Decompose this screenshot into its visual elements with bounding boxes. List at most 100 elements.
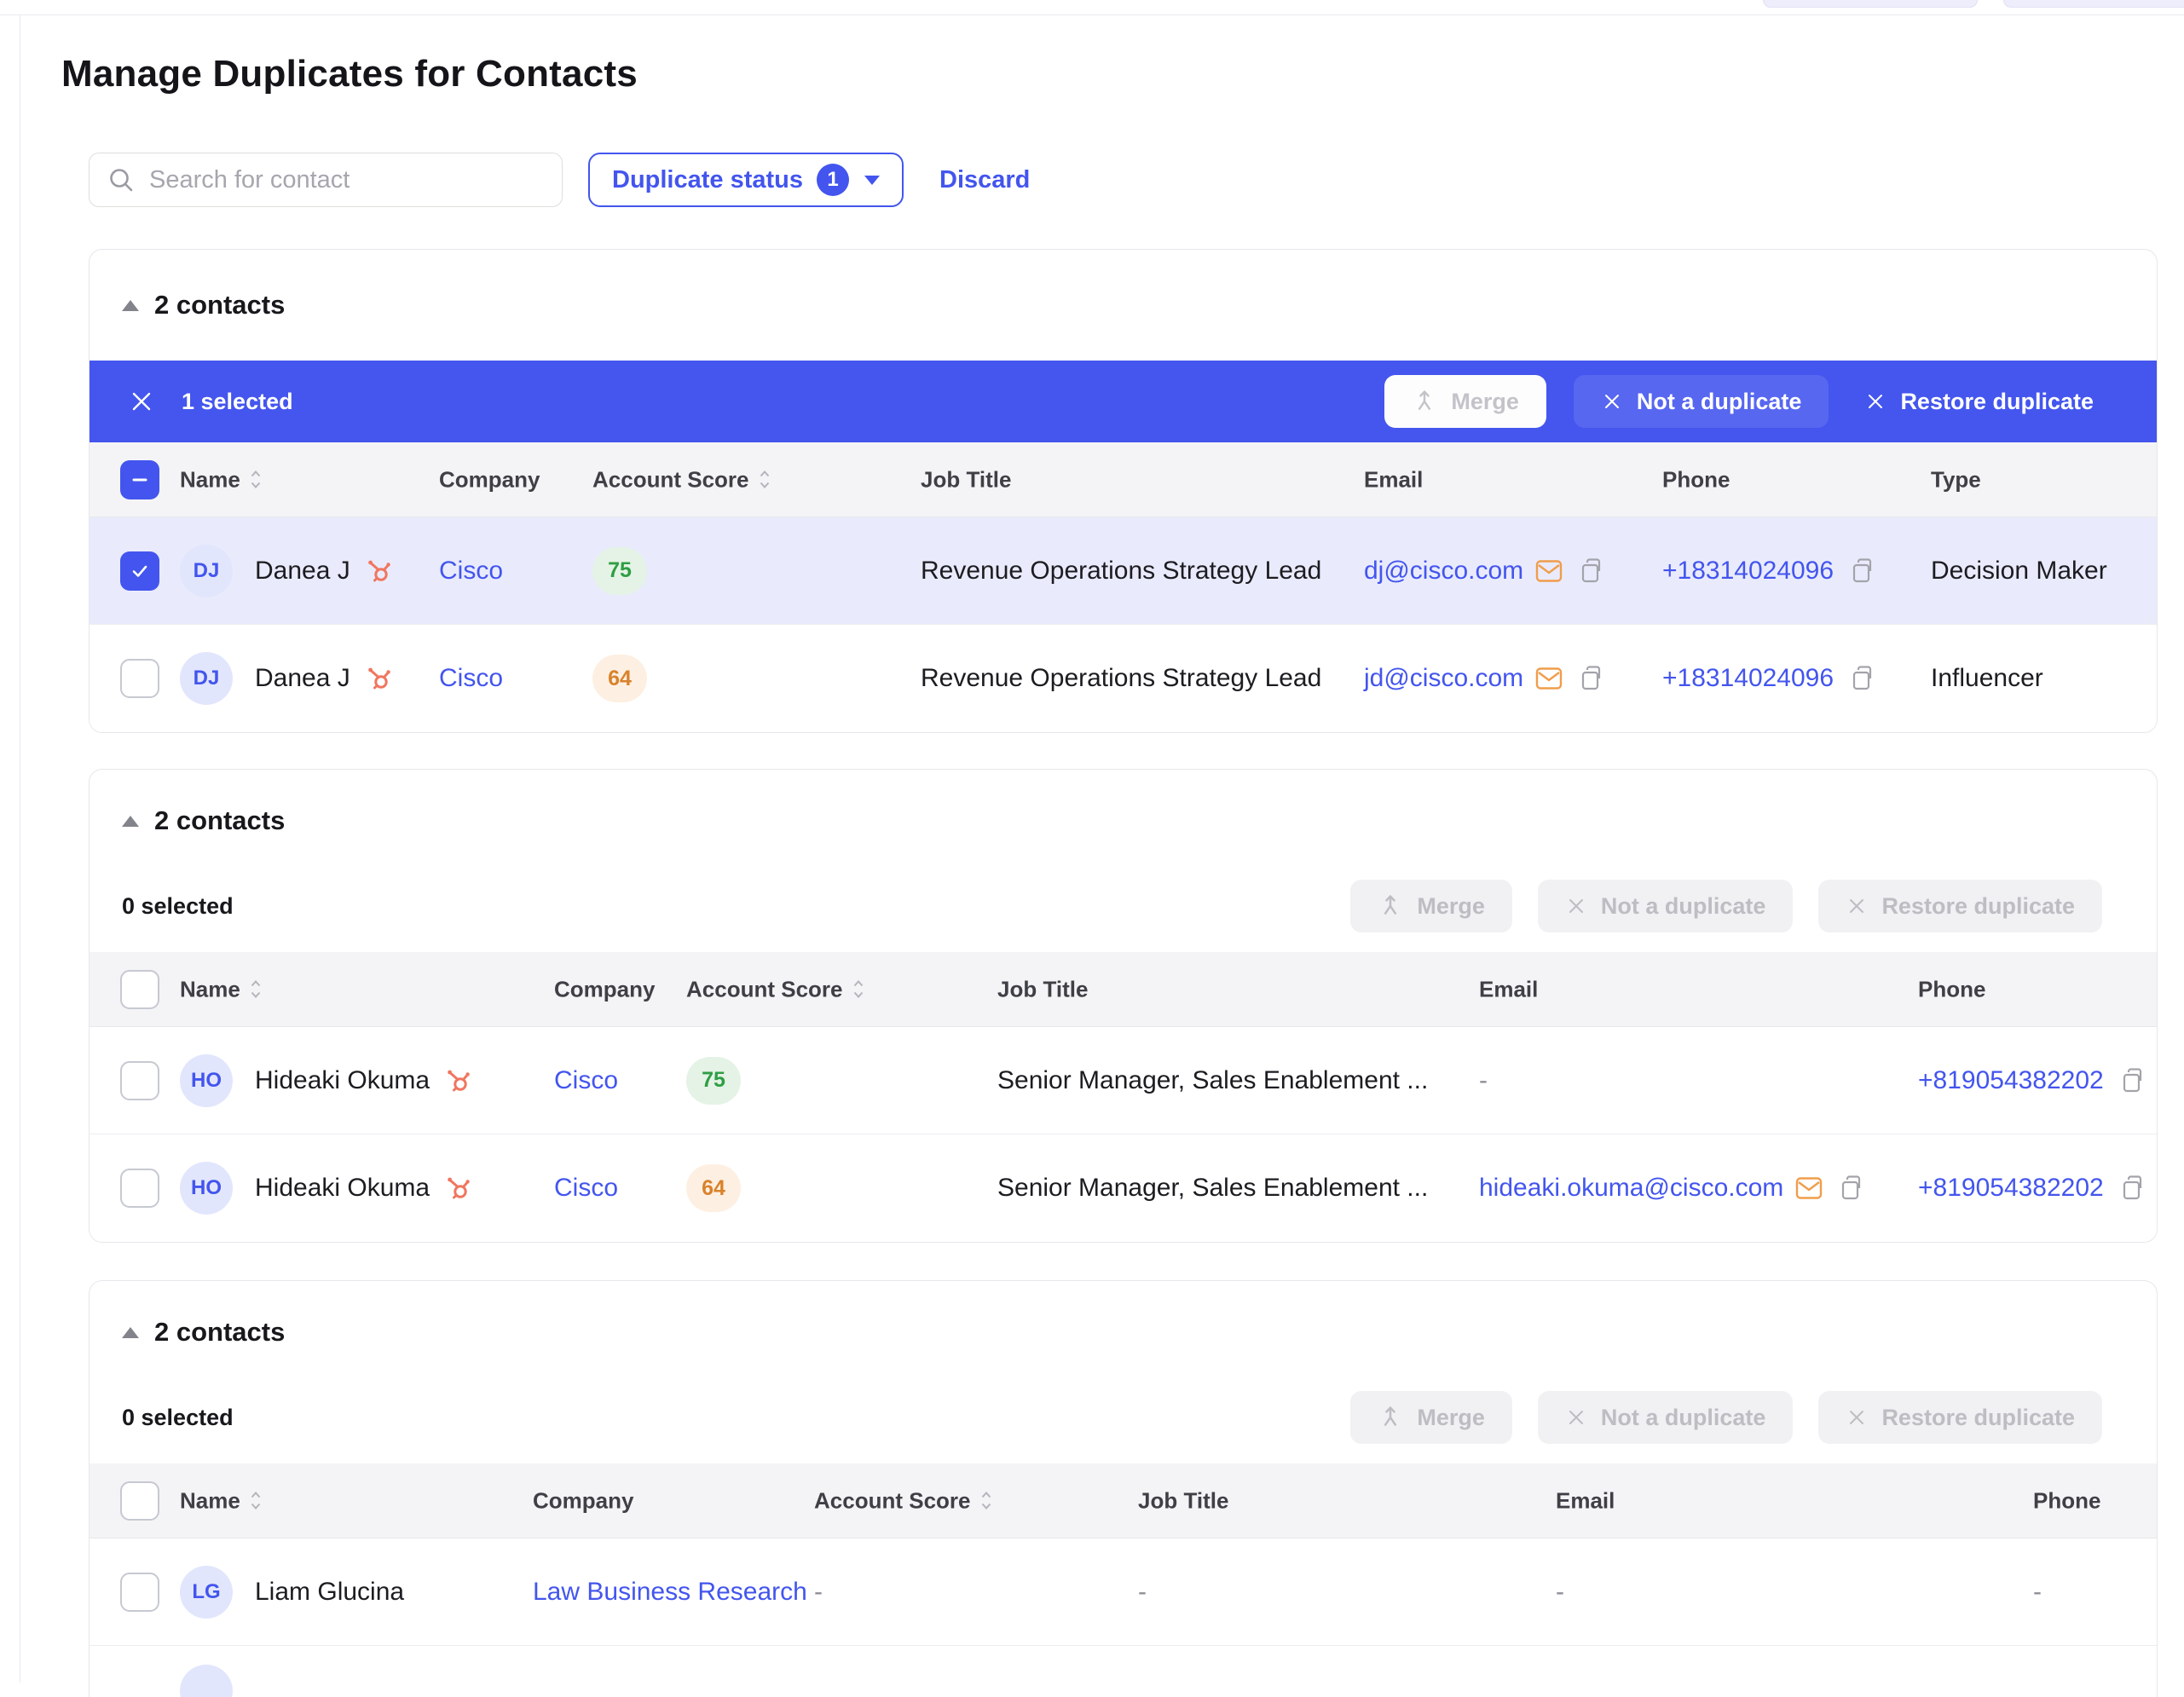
company-link[interactable]: Law Business Research xyxy=(533,1578,807,1607)
column-header-account-score[interactable]: Account Score xyxy=(686,976,865,1002)
account-score-badge: 64 xyxy=(592,655,647,702)
row-checkbox[interactable] xyxy=(120,551,159,591)
search-box[interactable] xyxy=(89,153,563,207)
merge-button: Merge xyxy=(1350,1391,1512,1444)
copy-icon[interactable] xyxy=(1578,665,1603,692)
column-header-name[interactable]: Name xyxy=(180,466,263,493)
restore-duplicate-button[interactable]: Restore duplicate xyxy=(1856,375,2102,428)
restore-duplicate-button: Restore duplicate xyxy=(1818,880,2102,932)
table-row: DJ Danea J Cisco 64 Revenue Operations S… xyxy=(90,625,2157,732)
copy-icon[interactable] xyxy=(1578,557,1603,585)
copy-icon[interactable] xyxy=(2119,1067,2145,1094)
table-row-partial xyxy=(90,1646,2157,1697)
group-count: 2 contacts xyxy=(154,805,285,836)
select-all-checkbox[interactable] xyxy=(120,970,159,1009)
duplicate-status-filter[interactable]: Duplicate status 1 xyxy=(588,153,904,207)
table-row: DJ Danea J Cisco 75 Revenue Operations S… xyxy=(90,517,2157,625)
search-input[interactable] xyxy=(149,166,545,194)
avatar: DJ xyxy=(180,545,233,597)
select-all-checkbox[interactable] xyxy=(120,1481,159,1521)
sort-icon xyxy=(249,977,263,1002)
table-header: Name Company Account Score Job Title Ema… xyxy=(90,952,2157,1027)
merge-icon xyxy=(1412,388,1437,415)
row-checkbox[interactable] xyxy=(120,1169,159,1208)
not-a-duplicate-button[interactable]: Not a duplicate xyxy=(1574,375,1829,428)
toolbar: Duplicate status 1 Discard xyxy=(89,152,2184,208)
company-link[interactable]: Cisco xyxy=(554,1174,618,1203)
account-score-badge: 75 xyxy=(592,547,647,595)
column-header-name[interactable]: Name xyxy=(180,1487,263,1514)
row-checkbox[interactable] xyxy=(120,1573,159,1612)
send-email-icon[interactable] xyxy=(1535,559,1563,583)
phone-link[interactable]: +819054382202 xyxy=(1918,1174,2104,1203)
email-link[interactable]: jd@cisco.com xyxy=(1364,664,1523,693)
merge-button: Merge xyxy=(1384,375,1546,428)
copy-icon[interactable] xyxy=(2119,1175,2145,1202)
table-row: LG Liam Glucina Law Business Research - … xyxy=(90,1538,2157,1646)
phone-empty: - xyxy=(2033,1578,2042,1607)
filter-count-badge: 1 xyxy=(817,164,849,196)
search-icon xyxy=(107,165,136,194)
column-header-company: Company xyxy=(554,976,655,1002)
table-row: HO Hideaki Okuma Cisco 64 Senior Manager… xyxy=(90,1134,2157,1242)
email-link[interactable]: dj@cisco.com xyxy=(1364,557,1523,586)
sort-icon xyxy=(249,1488,263,1514)
buying-role-type: Influencer xyxy=(1931,664,2043,693)
group-count: 2 contacts xyxy=(154,290,285,320)
phone-link[interactable]: +18314024096 xyxy=(1662,664,1834,693)
chevron-down-icon xyxy=(864,176,880,185)
group-header: 2 contacts xyxy=(90,770,2157,860)
close-icon xyxy=(1565,1406,1587,1429)
avatar: DJ xyxy=(180,652,233,705)
top-border xyxy=(0,0,2184,15)
hubspot-icon xyxy=(445,1175,471,1201)
contact-name: Danea J xyxy=(255,557,350,586)
contact-name: Danea J xyxy=(255,664,350,693)
close-icon xyxy=(1565,895,1587,917)
table-header: Name Company Account Score Job Title Ema… xyxy=(90,442,2157,517)
company-link[interactable]: Cisco xyxy=(554,1066,618,1095)
avatar: HO xyxy=(180,1054,233,1107)
hubspot-icon xyxy=(366,558,391,584)
column-header-account-score[interactable]: Account Score xyxy=(592,466,771,493)
selection-action-bar: 1 selected Merge Not a duplicate xyxy=(90,361,2157,442)
send-email-icon[interactable] xyxy=(1535,667,1563,690)
avatar: LG xyxy=(180,1566,233,1619)
clear-selection-icon[interactable] xyxy=(129,389,154,414)
group-count: 2 contacts xyxy=(154,1317,285,1348)
buying-role-type: Decision Maker xyxy=(1931,557,2107,586)
send-email-icon[interactable] xyxy=(1795,1176,1823,1200)
company-link[interactable]: Cisco xyxy=(439,664,503,693)
phone-link[interactable]: +18314024096 xyxy=(1662,557,1834,586)
duplicate-group-2: 2 contacts 0 selected Merge Not a duplic… xyxy=(89,769,2158,1243)
email-link[interactable]: hideaki.okuma@cisco.com xyxy=(1479,1174,1783,1203)
discard-link[interactable]: Discard xyxy=(939,166,1030,194)
collapse-icon[interactable] xyxy=(122,1327,139,1338)
row-checkbox[interactable] xyxy=(120,1061,159,1100)
column-header-account-score[interactable]: Account Score xyxy=(814,1487,993,1514)
page-title: Manage Duplicates for Contacts xyxy=(61,53,2184,95)
column-header-name[interactable]: Name xyxy=(180,976,263,1002)
email-empty: - xyxy=(1479,1066,1488,1095)
phone-link[interactable]: +819054382202 xyxy=(1918,1066,2104,1095)
company-link[interactable]: Cisco xyxy=(439,557,503,586)
select-all-checkbox[interactable] xyxy=(120,460,159,499)
copy-icon[interactable] xyxy=(1838,1175,1863,1202)
not-a-duplicate-button: Not a duplicate xyxy=(1538,1391,1794,1444)
row-checkbox[interactable] xyxy=(120,659,159,698)
copy-icon[interactable] xyxy=(1849,665,1875,692)
selection-strip: 0 selected Merge Not a duplicate Restore… xyxy=(90,860,2157,952)
collapse-icon[interactable] xyxy=(122,816,139,827)
sort-icon xyxy=(852,977,865,1002)
partial-toolbar-button xyxy=(1763,0,1978,8)
sort-icon xyxy=(249,467,263,493)
copy-icon[interactable] xyxy=(1849,557,1875,585)
column-header-company: Company xyxy=(439,466,540,493)
collapse-icon[interactable] xyxy=(122,300,139,311)
column-header-email: Email xyxy=(1364,466,1423,493)
table-row: HO Hideaki Okuma Cisco 75 Senior Manager… xyxy=(90,1027,2157,1134)
filter-label: Duplicate status xyxy=(612,166,803,194)
merge-button: Merge xyxy=(1350,880,1512,932)
table-header: Name Company Account Score Job Title Ema… xyxy=(90,1463,2157,1538)
duplicate-group-3: 2 contacts 0 selected Merge Not a duplic… xyxy=(89,1280,2158,1697)
